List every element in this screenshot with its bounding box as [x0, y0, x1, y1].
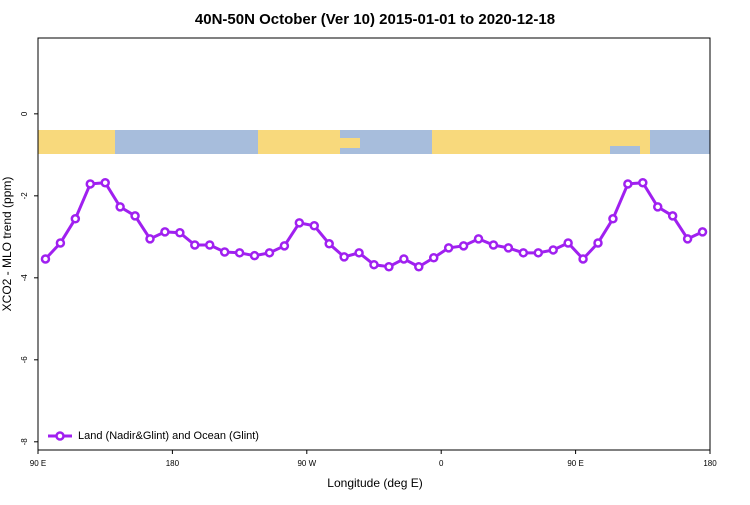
- x-axis-label: Longitude (deg E): [327, 476, 422, 490]
- point: [175, 227, 185, 238]
- x-tick-label: 90 E: [30, 459, 46, 468]
- point: [682, 234, 693, 244]
- point: [55, 238, 66, 248]
- point: [488, 240, 499, 250]
- point: [578, 254, 588, 264]
- point: [608, 214, 618, 224]
- point: [638, 177, 648, 188]
- series-line: [44, 181, 704, 269]
- point: [100, 177, 110, 188]
- point: [563, 238, 573, 248]
- point: [548, 245, 558, 255]
- legend-marker: [55, 431, 65, 441]
- point: [204, 240, 215, 250]
- point: [623, 179, 633, 189]
- point: [115, 202, 125, 212]
- point: [652, 202, 663, 212]
- point: [294, 218, 305, 228]
- x-tick-label: 0: [439, 459, 444, 468]
- point: [443, 243, 454, 253]
- x-tick-label: 180: [166, 459, 180, 468]
- y-tick-label: -4: [20, 274, 29, 282]
- point: [399, 254, 409, 264]
- point: [697, 227, 708, 237]
- point: [369, 259, 379, 270]
- point: [458, 241, 469, 251]
- point: [518, 248, 529, 258]
- point: [503, 243, 514, 253]
- point: [384, 262, 394, 272]
- point: [249, 250, 260, 261]
- point: [234, 248, 245, 258]
- y-tick-label: -8: [20, 438, 29, 446]
- point: [130, 211, 140, 221]
- x-tick-label: 90 W: [297, 459, 316, 468]
- point: [428, 252, 439, 263]
- point: [190, 240, 200, 250]
- point: [593, 238, 603, 248]
- point: [279, 241, 290, 251]
- y-tick-label: 0: [20, 111, 29, 116]
- point: [264, 248, 275, 258]
- x-tick-label: 180: [703, 459, 717, 468]
- x-tick-label: 90 E: [567, 459, 583, 468]
- point: [219, 247, 230, 257]
- y-tick-label: -2: [20, 192, 29, 200]
- y-tick-label: -6: [20, 356, 29, 364]
- point: [473, 234, 484, 244]
- point: [414, 262, 424, 272]
- chart-title: 40N-50N October (Ver 10) 2015-01-01 to 2…: [195, 11, 555, 28]
- point: [324, 239, 334, 249]
- point: [309, 221, 320, 231]
- map-strip: [38, 130, 710, 154]
- point: [533, 248, 544, 258]
- point: [667, 211, 678, 221]
- plot-frame: [37, 37, 711, 451]
- point: [354, 248, 364, 258]
- point: [339, 252, 349, 262]
- point: [40, 254, 51, 264]
- point: [85, 179, 96, 189]
- point: [160, 227, 170, 237]
- y-axis-label: XCO2 - MLO trend (ppm): [0, 177, 14, 312]
- point: [70, 214, 81, 224]
- point: [145, 234, 155, 244]
- legend-label: Land (Nadir&Glint) and Ocean (Glint): [78, 430, 259, 442]
